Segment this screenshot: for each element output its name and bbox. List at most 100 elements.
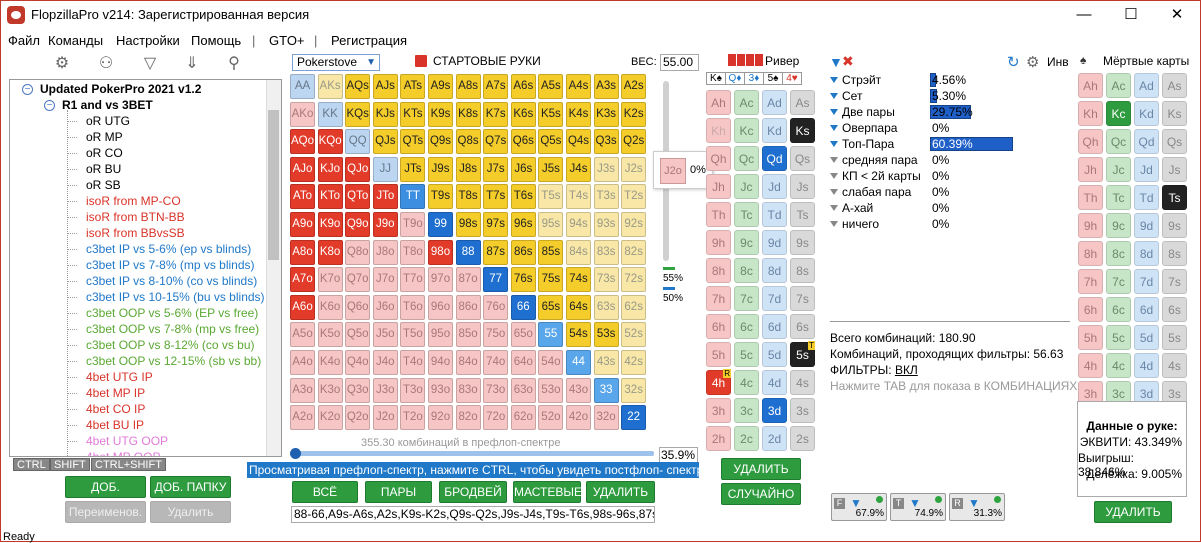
board-card-option[interactable]: 4s bbox=[790, 370, 815, 395]
stat-label[interactable]: слабая пара bbox=[830, 184, 911, 200]
board-card-option[interactable]: 8c bbox=[734, 258, 759, 283]
dead-card-option[interactable]: 6d bbox=[1134, 297, 1159, 322]
tree-item[interactable]: c3bet OOP vs 8-12% (co vs bu) bbox=[86, 338, 255, 352]
hand-cell[interactable]: A2o bbox=[290, 405, 315, 431]
broadway-button[interactable]: БРОДВЕЙ bbox=[439, 481, 507, 503]
hand-cell[interactable]: 66 bbox=[510, 294, 536, 320]
hand-cell[interactable]: A3s bbox=[593, 74, 619, 99]
board-card-option[interactable]: Ac bbox=[734, 90, 759, 115]
board-card-option[interactable]: Jh bbox=[706, 174, 731, 199]
tree-item[interactable]: oR CO bbox=[86, 146, 123, 160]
hand-cell[interactable]: 65s bbox=[538, 294, 564, 320]
hand-cell[interactable]: T8s bbox=[455, 184, 481, 210]
board-card-option[interactable]: 6h bbox=[706, 314, 731, 339]
board-card-option[interactable]: As bbox=[790, 90, 815, 115]
hand-cell[interactable]: 83o bbox=[455, 377, 481, 403]
hand-cell[interactable]: 73s bbox=[593, 267, 619, 293]
import-icon[interactable]: ⇓ bbox=[185, 55, 199, 72]
hand-cell[interactable]: 97o bbox=[428, 267, 453, 293]
hand-cell[interactable]: 99 bbox=[428, 212, 453, 237]
hand-cell[interactable]: 82o bbox=[455, 405, 481, 431]
range-tree[interactable]: − Updated PokerPro 2021 v1.2 − R1 and vs… bbox=[9, 79, 282, 457]
hand-cell[interactable]: Q3s bbox=[593, 129, 619, 155]
stat-label[interactable]: Топ-Пара bbox=[830, 136, 894, 152]
range-type-dropdown[interactable]: Pokerstove ▼ bbox=[292, 54, 380, 71]
dead-card-option[interactable]: 4h bbox=[1078, 353, 1103, 378]
dead-card-option[interactable]: Kd bbox=[1134, 101, 1159, 126]
dead-card-option[interactable]: 4c bbox=[1106, 353, 1131, 378]
filter-flop-button[interactable]: F ▼ 67.9% bbox=[831, 493, 887, 521]
board-card-option[interactable]: 7d bbox=[762, 286, 787, 311]
hand-cell[interactable]: J9s bbox=[428, 156, 453, 182]
board-card-option[interactable]: Js bbox=[790, 174, 815, 199]
hand-cell[interactable]: J4o bbox=[372, 350, 398, 375]
dead-card-option[interactable]: Js bbox=[1162, 157, 1187, 182]
board-card-option[interactable]: 6d bbox=[762, 314, 787, 339]
tree-item[interactable]: oR SB bbox=[86, 178, 121, 192]
hand-cell[interactable]: A6o bbox=[290, 294, 315, 320]
menu-help[interactable]: Помощь bbox=[191, 33, 242, 48]
board-card-option[interactable]: 8d bbox=[762, 258, 787, 283]
hand-cell[interactable]: KK bbox=[317, 101, 343, 127]
rename-button[interactable]: Переименов. bbox=[65, 501, 146, 523]
dead-card-option[interactable]: Qd bbox=[1134, 129, 1159, 154]
hand-cell[interactable]: K2o bbox=[317, 405, 343, 431]
hand-cell[interactable]: 83s bbox=[593, 239, 619, 265]
dead-card-option[interactable]: Qc bbox=[1106, 129, 1131, 154]
hand-cell[interactable]: T7s bbox=[483, 184, 509, 210]
hand-cell[interactable]: A3o bbox=[290, 377, 315, 403]
gear-icon[interactable]: ⚙ bbox=[54, 55, 70, 72]
board-card-option[interactable]: 6c bbox=[734, 314, 759, 339]
board-card-option[interactable]: Qd bbox=[762, 146, 787, 171]
hand-cell[interactable]: A9o bbox=[290, 212, 315, 237]
board-card-option[interactable]: Ad bbox=[762, 90, 787, 115]
tree-item[interactable]: c3bet OOP vs 7-8% (mp vs free) bbox=[86, 322, 260, 336]
hand-cell[interactable]: K5s bbox=[538, 101, 564, 127]
hand-cell[interactable]: QTo bbox=[345, 184, 371, 210]
settings-gear-icon[interactable]: ⚙ bbox=[1026, 54, 1040, 71]
hand-cell[interactable]: 53o bbox=[538, 377, 564, 403]
hand-cell[interactable]: 42o bbox=[566, 405, 591, 431]
hand-cell[interactable]: Q6o bbox=[345, 294, 371, 320]
hand-cell[interactable]: T6o bbox=[400, 294, 426, 320]
tree-item[interactable]: c3bet IP vs 7-8% (mp vs blinds) bbox=[86, 258, 255, 272]
hand-cell[interactable]: T2s bbox=[621, 184, 647, 210]
hand-cell[interactable]: 64o bbox=[510, 350, 536, 375]
board-card-option[interactable]: 8h bbox=[706, 258, 731, 283]
dead-card-option[interactable]: 5h bbox=[1078, 325, 1103, 350]
hand-cell[interactable]: 94o bbox=[428, 350, 453, 375]
hand-cell[interactable]: T2o bbox=[400, 405, 426, 431]
hand-cell[interactable]: JTs bbox=[400, 156, 426, 182]
hand-cell[interactable]: TT bbox=[400, 184, 426, 210]
hand-cell[interactable]: J4s bbox=[566, 156, 591, 182]
clear-range-button[interactable]: УДАЛИТЬ bbox=[586, 481, 655, 503]
hand-cell[interactable]: 63o bbox=[510, 377, 536, 403]
minimize-button[interactable]: — bbox=[1076, 6, 1092, 23]
hand-cell[interactable]: 74o bbox=[483, 350, 509, 375]
dead-card-option[interactable]: 9h bbox=[1078, 213, 1103, 238]
hand-cell[interactable]: K3s bbox=[593, 101, 619, 127]
board-card-option[interactable]: 4h R bbox=[706, 369, 731, 395]
filters-toggle[interactable]: ВКЛ bbox=[894, 363, 918, 377]
hand-cell[interactable]: 96o bbox=[428, 294, 453, 320]
hand-cell[interactable]: AKs bbox=[317, 74, 343, 99]
dead-card-option[interactable]: 5s bbox=[1162, 325, 1187, 350]
hand-cell[interactable]: K4s bbox=[566, 101, 591, 127]
hand-cell[interactable]: Q7o bbox=[345, 267, 371, 293]
board-card-option[interactable]: 5h bbox=[706, 342, 731, 367]
hand-cell[interactable]: K3o bbox=[317, 377, 343, 403]
hand-cell[interactable]: 43s bbox=[593, 350, 619, 375]
tree-item[interactable]: c3bet IP vs 5-6% (ep vs blinds) bbox=[86, 242, 252, 256]
hand-cell[interactable]: J2o bbox=[372, 405, 398, 431]
board-card-option[interactable]: 5c bbox=[734, 342, 759, 367]
hand-cell[interactable]: T9s bbox=[428, 184, 453, 210]
hand-cell[interactable]: 54o bbox=[538, 350, 564, 375]
hand-cell[interactable]: 52s bbox=[621, 322, 647, 348]
hand-cell[interactable]: A2s bbox=[621, 74, 647, 99]
hand-cell[interactable]: A9s bbox=[428, 74, 453, 99]
tree-item[interactable]: isoR from MP-CO bbox=[86, 194, 181, 208]
board-card-option[interactable]: Ts bbox=[790, 202, 815, 227]
spectrum-percent[interactable]: 35.9% bbox=[659, 447, 698, 463]
tree-group[interactable]: R1 and vs 3BET bbox=[62, 98, 153, 112]
dead-card-option[interactable]: 4d bbox=[1134, 353, 1159, 378]
